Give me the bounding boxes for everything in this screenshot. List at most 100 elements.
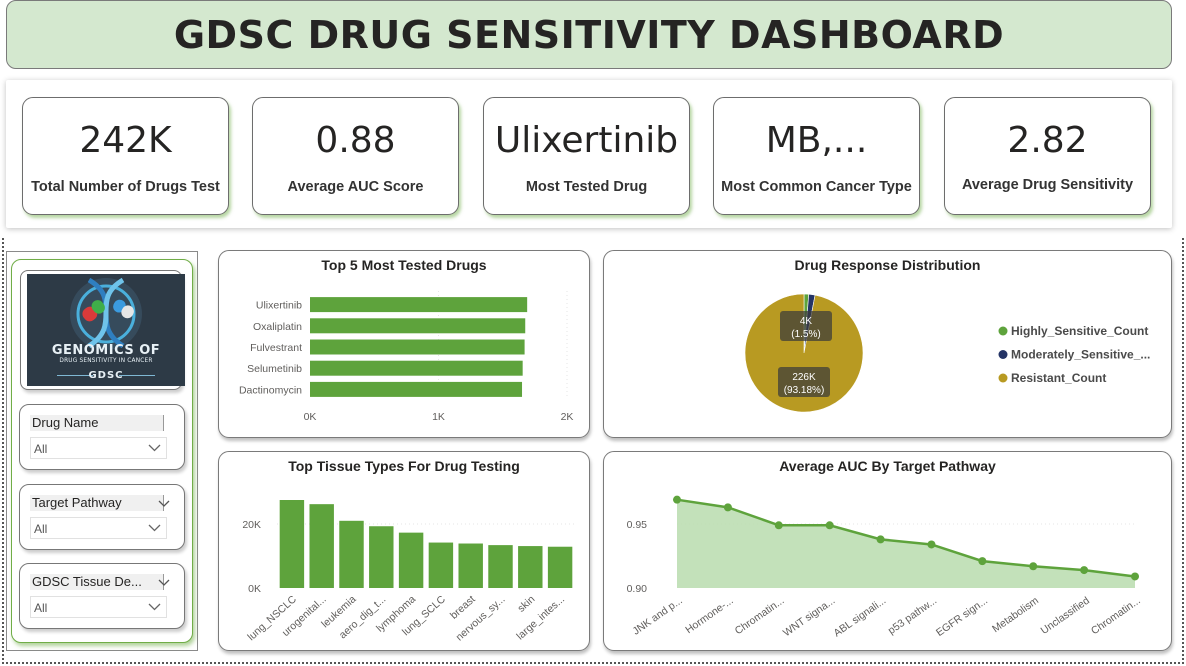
bar [398,532,424,588]
bar [369,526,394,588]
category-label: WNT signa... [781,595,837,640]
drug-name-dropdown[interactable]: All [30,437,167,459]
chart-title: Drug Response Distribution [794,257,981,273]
kpi-label: Average Drug Sensitivity [961,177,1134,193]
bar [518,546,543,588]
dna-pill-icon [70,277,142,350]
category-label: skin [515,593,537,615]
bar [310,318,526,334]
page-title: GDSC DRUG SENSITIVITY DASHBOARD [173,12,1005,57]
tick-label: 0K [304,411,317,423]
data-point [673,495,681,504]
kpi-card-average-auc[interactable]: 0.88 Average AUC Score [252,97,459,215]
legend-label: Highly_Sensitive_Count [1011,324,1148,338]
kpi-label: Average AUC Score [287,179,424,195]
logo-divider [119,375,155,376]
kpi-card-average-sensitivity[interactable]: 2.82 Average Drug Sensitivity [944,97,1151,215]
target-pathway-dropdown[interactable]: All [30,517,167,539]
filter-panel: GENOMICS OF DRUG SENSITIVITY IN CANCER G… [11,259,193,643]
category-label: Oxaliplatin [253,321,302,333]
legend-marker [998,326,1008,336]
data-point [978,557,987,566]
logo-title: GENOMICS OF [51,343,161,358]
data-point [876,535,885,544]
data-point [774,521,783,530]
response-pie-chart: 4K (1.5%) 226K (93.18%) Highly_Sensitive_Cou… [744,293,1150,413]
tick-label: 0K [248,583,261,595]
data-label-bg [780,311,832,341]
series-line [676,498,1136,578]
category-label: Selumetinib [247,363,302,375]
kpi-card-common-cancer[interactable]: MB,... Most Common Cancer Type [713,97,920,215]
legend-label: Moderately_Sensitive_... [1011,348,1150,362]
data-label: (93.18%) [784,385,825,396]
bar [428,542,454,588]
logo-subtitle: DRUG SENSITIVITY IN CANCER [59,358,153,364]
data-point [825,521,834,530]
header-banner: GDSC DRUG SENSITIVITY DASHBOARD [6,0,1172,69]
legend-label: Resistant_Count [1011,371,1106,385]
kpi-value: MB,... [765,120,868,161]
bar [339,520,364,588]
tissue-types-panel[interactable]: Top Tissue Types For Drug Testing 20K 0K l… [218,451,590,651]
category-label: Unclassified [1039,595,1092,637]
bar [310,381,523,397]
gdsc-tissue-dropdown[interactable]: All [30,596,167,618]
data-label-bg [778,367,830,397]
top-drugs-panel[interactable]: Top 5 Most Tested Drugs Ulixertinib Oxali… [218,250,590,438]
canvas-frame [2,238,1184,664]
slicer-title: GDSC Tissue De... [30,574,164,590]
kpi-label: Most Tested Drug [525,179,648,195]
data-point [1029,562,1038,571]
kpi-strip: 242K Total Number of Drugs Test 0.88 Ave… [6,80,1172,228]
category-label: JNK and p... [631,595,685,638]
chevron-down-icon[interactable] [158,498,170,510]
data-point [1131,572,1139,581]
category-label: Chromatin... [1089,595,1143,638]
category-label: p53 pathw... [886,595,939,637]
slicer-title: Target Pathway [30,495,164,511]
tick-label: 1K [432,411,445,423]
gdsc-logo: GENOMICS OF DRUG SENSITIVITY IN CANCER G… [27,274,185,386]
category-label: Metabolism [990,594,1041,635]
category-label: Dactinomycin [239,384,302,396]
slicer-drug-name: Drug Name All [19,404,185,470]
slicer-gdsc-tissue: GDSC Tissue De... All [19,563,185,629]
auc-pathway-panel[interactable]: Average AUC By Target Pathway 0.95 0.90 JN… [603,451,1172,651]
dropdown-value: All [34,601,48,615]
bar [310,339,525,355]
slicer-title: Drug Name [30,415,164,431]
kpi-value: 2.82 [1007,120,1088,161]
category-label: Ulixertinib [256,300,302,312]
top-drugs-chart: Ulixertinib Oxaliplatin Fulvestrant Selumet… [239,291,573,423]
kpi-card-total-drugs[interactable]: 242K Total Number of Drugs Test [22,97,229,215]
bar [547,546,573,588]
chart-title: Average AUC By Target Pathway [779,458,996,474]
category-label: Fulvestrant [250,342,302,354]
bar [310,360,523,376]
slicer-target-pathway: Target Pathway All [19,484,185,550]
logo-divider [57,375,93,376]
chevron-down-icon [148,524,161,532]
category-label: ABL signali... [832,595,889,640]
logo-card: GENOMICS OF DRUG SENSITIVITY IN CANCER G… [20,270,185,390]
chart-title: Top 5 Most Tested Drugs [321,257,487,273]
kpi-value: 242K [79,120,172,161]
data-label: 226K [792,372,816,383]
response-distribution-panel[interactable]: Drug Response Distribution 4K (1.5%) 226K (… [603,250,1172,438]
filter-sidebar: GENOMICS OF DRUG SENSITIVITY IN CANCER G… [6,251,198,651]
pie-slice [744,293,864,413]
bar [458,543,483,588]
dropdown-value: All [34,442,48,456]
kpi-card-most-tested-drug[interactable]: Ulixertinib Most Tested Drug [483,97,690,215]
bar [279,500,305,588]
data-point [1080,566,1089,575]
chevron-down-icon[interactable] [158,577,170,589]
logo-tag: GDSC [88,370,124,381]
tick-label: 20K [242,519,261,531]
data-label: 4K [800,316,813,327]
category-label: Chromatin... [733,595,787,638]
kpi-value: 0.88 [315,120,396,161]
